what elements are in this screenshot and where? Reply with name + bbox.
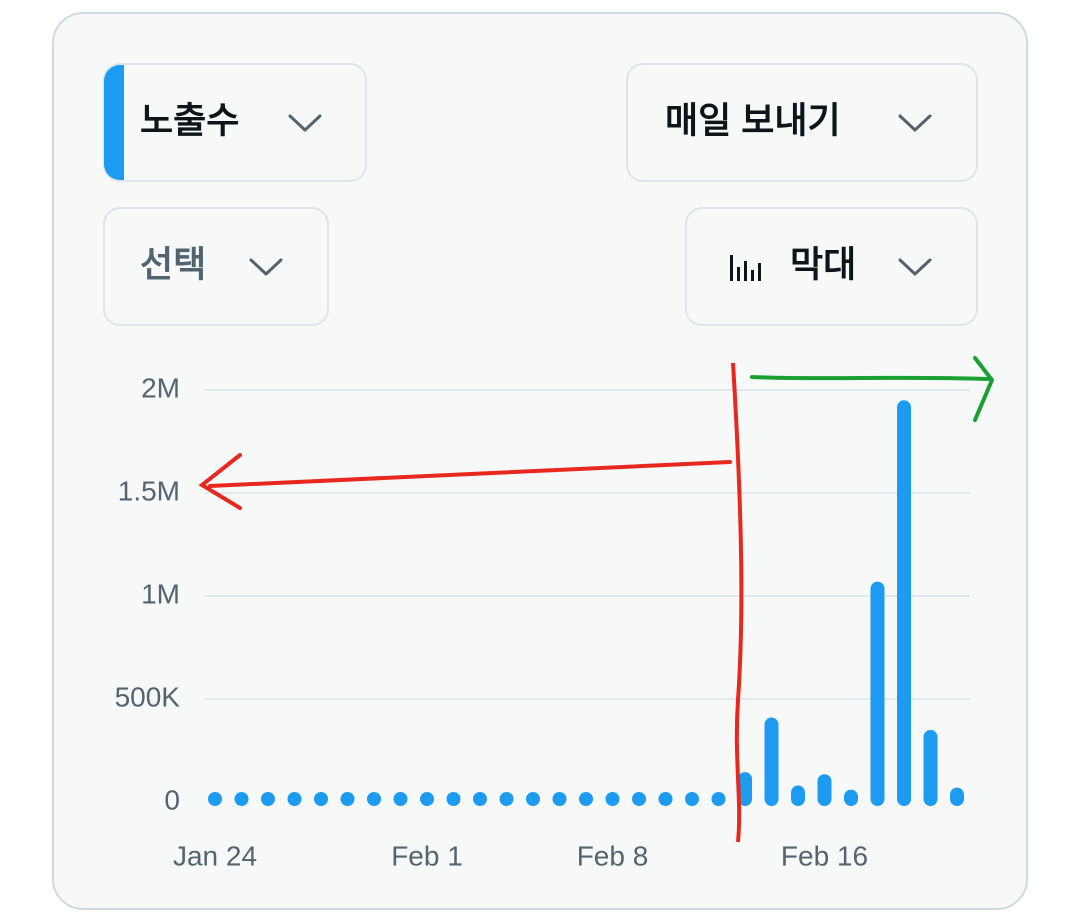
y-tick-label: 0 <box>164 784 180 815</box>
button[interactable] <box>103 207 329 326</box>
button-label[interactable]: 매일 보내기 <box>665 100 841 141</box>
button[interactable] <box>626 63 978 182</box>
chevron <box>249 258 283 276</box>
y-tick-label: 2M <box>141 372 180 403</box>
metric-dropdown[interactable]: 노출수 <box>103 63 367 182</box>
series-indicator <box>104 65 124 180</box>
frequency-dropdown[interactable]: 매일 보내기 <box>626 63 978 182</box>
filter-dropdown[interactable]: 선택 <box>103 207 329 326</box>
chevron <box>288 114 322 132</box>
y-tick-label: 500K <box>115 681 181 712</box>
plot: 0 500K 1M 1.5M 2M Jan 24 Feb 1 Feb 8 Feb 16 <box>115 372 970 871</box>
annotation-arrow <box>198 453 732 510</box>
button[interactable] <box>685 207 978 326</box>
annotation-line <box>731 362 744 843</box>
button-label[interactable]: 막대 <box>790 244 856 285</box>
chevron <box>898 114 932 132</box>
chevron <box>898 258 932 276</box>
button-label[interactable]: 노출수 <box>140 100 239 141</box>
y-tick-label: 1M <box>141 578 180 609</box>
x-tick-label: Feb 16 <box>781 840 868 871</box>
y-tick-label: 1.5M <box>118 475 180 506</box>
x-tick-label: Feb 1 <box>391 840 463 871</box>
style-dropdown[interactable]: 막대 <box>685 207 978 326</box>
button-label[interactable]: 선택 <box>140 244 206 285</box>
annotation-arrow <box>750 356 995 422</box>
x-tick-label: Jan 24 <box>173 840 257 871</box>
bar-icon <box>730 255 761 281</box>
x-tick-label: Feb 8 <box>577 840 649 871</box>
